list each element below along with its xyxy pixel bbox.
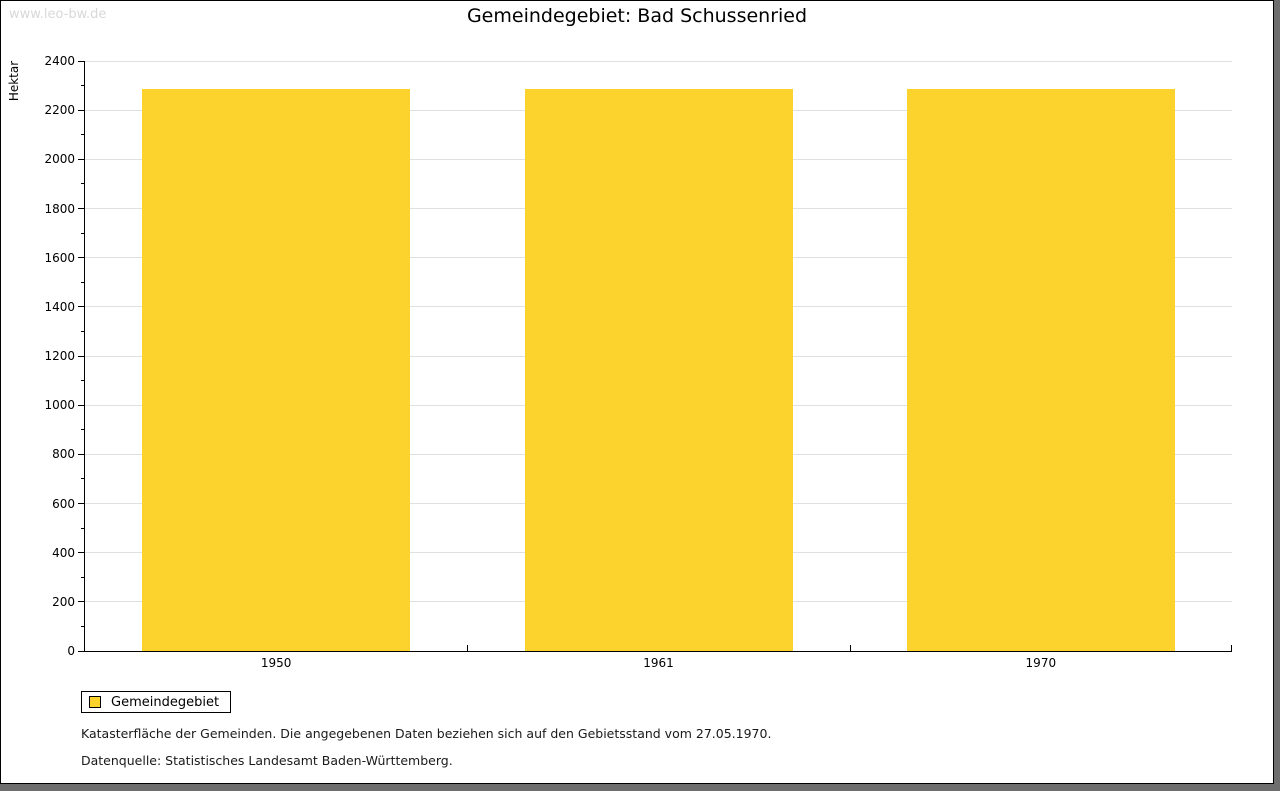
y-tick-label: 400 — [52, 545, 75, 560]
x-tick-label: 1961 — [643, 656, 674, 670]
x-tick-label: 1970 — [1025, 656, 1057, 670]
bar — [524, 88, 793, 651]
footnote-datasource: Datenquelle: Statistisches Landesamt Bad… — [81, 753, 453, 768]
legend-label: Gemeindegebiet — [111, 694, 220, 710]
y-axis-tick — [78, 601, 85, 603]
y-axis-minor-tick — [81, 576, 85, 578]
chart-title: Gemeindegebiet: Bad Schussenried — [466, 5, 808, 27]
y-tick-label: 2000 — [44, 152, 75, 167]
y-axis-minor-tick — [81, 85, 85, 87]
y-axis-tick — [78, 306, 85, 308]
y-axis-tick — [78, 355, 85, 357]
y-axis-tick — [78, 552, 85, 554]
y-tick-label: 1200 — [44, 349, 75, 363]
y-axis-minor-tick — [81, 330, 85, 332]
y-tick-label: 2200 — [44, 103, 75, 118]
category-boundary-tick — [849, 645, 851, 651]
y-tick-label: 1600 — [44, 250, 75, 265]
y-tick-label: 2400 — [44, 54, 75, 68]
bar — [906, 88, 1175, 651]
y-axis-minor-tick — [81, 281, 85, 283]
axis-end-tick — [1231, 645, 1232, 651]
legend-swatch-icon — [89, 696, 101, 708]
y-axis-minor-tick — [81, 134, 85, 136]
y-axis-tick — [78, 257, 85, 259]
y-axis-tick — [78, 650, 85, 652]
y-axis-tick — [78, 208, 85, 209]
y-axis-tick — [78, 404, 85, 406]
plot-area: 0 200 400 600 800 1000 1200 1400 1600 1800 2000 220… — [44, 54, 1232, 670]
y-tick-label: 1400 — [44, 299, 75, 314]
y-tick-label: 1000 — [44, 398, 75, 413]
category-boundary-tick — [467, 645, 469, 651]
y-axis-minor-tick — [81, 527, 85, 529]
bar — [142, 88, 411, 651]
y-axis-tick — [78, 503, 85, 504]
y-tick-label: 600 — [52, 496, 75, 511]
y-tick-label: 0 — [67, 644, 75, 658]
y-tick-label: 800 — [52, 447, 75, 462]
y-axis-tick — [78, 60, 85, 62]
y-axis-tick — [78, 109, 85, 111]
legend: Gemeindegebiet — [81, 691, 232, 713]
gridline — [85, 60, 1232, 62]
y-axis-tick — [78, 453, 85, 455]
y-axis-minor-tick — [81, 232, 85, 234]
y-tick-label: 200 — [52, 594, 75, 609]
footnote-source-note: Katasterfläche der Gemeinden. Die angege… — [81, 726, 772, 741]
y-axis-minor-tick — [81, 183, 85, 185]
y-axis-title: Hektar — [7, 60, 21, 102]
y-axis-minor-tick — [81, 429, 85, 431]
watermark: www.leo-bw.de — [9, 7, 107, 22]
x-tick-label: 1950 — [260, 656, 292, 670]
y-axis-minor-tick — [81, 478, 85, 480]
y-axis-tick — [78, 158, 85, 160]
y-axis-minor-tick — [81, 380, 85, 382]
y-axis-minor-tick — [81, 625, 85, 627]
y-tick-label: 1800 — [44, 201, 75, 216]
